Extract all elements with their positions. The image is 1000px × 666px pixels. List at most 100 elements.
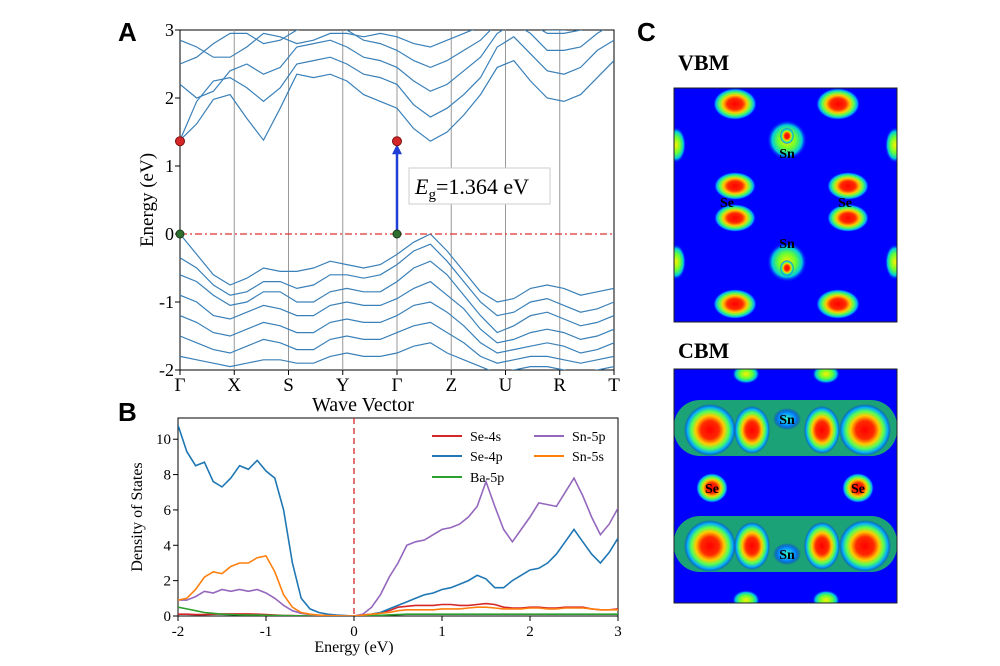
- cbm-lobe: [732, 369, 760, 384]
- cbm-lobe: [732, 590, 760, 603]
- gap-value: =1.364 eV: [436, 174, 529, 199]
- dos-curves: [178, 424, 618, 616]
- vbm-lobe: [780, 128, 794, 144]
- cbm-lobe: [839, 520, 891, 572]
- vbm-density-blobs: [674, 88, 897, 319]
- vbm-lobe: [816, 88, 860, 120]
- vbm-lobe: [714, 204, 756, 232]
- dos-curve-se-4s: [178, 602, 618, 616]
- cbm-lobe: [734, 406, 770, 454]
- energy-tick-labels: -2 -1 0 1 2 3: [159, 20, 174, 380]
- band-line-vb6: [180, 321, 614, 364]
- vbm-lobe: [827, 204, 869, 232]
- legend-label: Sn-5p: [572, 430, 605, 445]
- cbm-lobe: [734, 522, 770, 570]
- band-gap-arrowhead: [392, 144, 402, 155]
- gap-symbol: E: [414, 174, 429, 199]
- vbm-marker: [392, 229, 402, 239]
- vbm-lobe: [714, 172, 756, 200]
- energy-tick-label: -1: [159, 292, 174, 312]
- legend-label: Se-4p: [470, 450, 503, 465]
- kpoint-label: R: [553, 375, 566, 396]
- dos-chart: -2 -1 0 1 2 3 0 2 4 6 8 10 Energy (eV) Density of …: [129, 417, 622, 656]
- cbm-lobe: [812, 590, 840, 603]
- dos-axis-ticks: [173, 438, 619, 621]
- vbm-lobe: [827, 172, 869, 200]
- panel-label-a: A: [118, 17, 137, 47]
- cbm-lobe: [804, 522, 840, 570]
- band-line-cb3: [180, 30, 605, 99]
- dos-plot-frame: [177, 417, 619, 617]
- dos-x-tick-label: -1: [260, 624, 273, 640]
- band-line-vb5: [180, 301, 614, 354]
- vbm-atom-label: Se: [720, 196, 734, 211]
- band-x-axis-label: Wave Vector: [312, 394, 414, 416]
- dos-y-tick-label: 10: [156, 432, 171, 448]
- cbm-atom-label: Sn: [779, 413, 795, 428]
- vbm-lobe: [674, 127, 686, 163]
- cbm-atom-label: Sn: [779, 548, 795, 563]
- band-line-vb1: [180, 233, 614, 303]
- cbm-marker: [392, 136, 402, 147]
- dos-x-tick-label: -2: [172, 624, 185, 640]
- dos-x-tick-label: 3: [614, 624, 622, 640]
- cbm-atom-label: Se: [705, 482, 719, 497]
- dos-y-axis-label: Density of States: [129, 462, 146, 571]
- dos-curve-ba-5p: [178, 606, 618, 616]
- energy-tick-label: -2: [159, 360, 174, 380]
- band-line-cb1: [180, 59, 614, 142]
- band-line-vb4: [180, 280, 614, 344]
- vbm-atom-label: Sn: [779, 237, 795, 252]
- energy-tick-label: 0: [165, 224, 174, 244]
- band-line-cb2: [180, 36, 614, 141]
- band-line-vb3: [180, 260, 614, 334]
- kpoint-label: Y: [336, 375, 350, 396]
- vbm-lobe: [816, 289, 860, 319]
- vbm-atom-label: Se: [838, 196, 852, 211]
- kpoint-label: Z: [445, 375, 457, 396]
- cbm-lobe: [773, 543, 801, 565]
- band-gap-label: Eg=1.364 eV: [414, 174, 529, 203]
- energy-tick-label: 2: [165, 88, 174, 108]
- band-line-vb7: [180, 342, 614, 370]
- band-gap-label-box: [408, 167, 551, 205]
- dos-x-axis-label: Energy (eV): [314, 639, 393, 656]
- dos-x-tick-labels: -2 -1 0 1 2 3: [172, 624, 622, 640]
- cbm-lobe: [696, 473, 728, 503]
- dos-y-tick-label: 4: [164, 538, 172, 554]
- kpoint-label: S: [283, 375, 294, 396]
- dos-curve-sn-5s: [178, 554, 618, 616]
- dos-y-tick-label: 2: [164, 574, 172, 590]
- band-line-cb5: [180, 30, 567, 58]
- dos-legend: Se-4s Se-4p Ba-5p Sn-5p Sn-5s: [432, 430, 605, 486]
- dos-curve-sn-5p: [178, 476, 618, 616]
- dos-x-tick-label: 2: [526, 624, 534, 640]
- cbm-map-frame: [673, 368, 898, 604]
- band-lines: [180, 30, 614, 370]
- legend-label: Ba-5p: [470, 471, 504, 486]
- vbm-lobe: [885, 244, 897, 280]
- vbm-atom-label: Sn: [779, 147, 795, 162]
- cbm-density-blobs: [674, 369, 897, 603]
- kpoint-label: U: [499, 375, 513, 396]
- band-line-vb2: [180, 243, 614, 317]
- dos-x-tick-label: 1: [438, 624, 446, 640]
- legend-label: Se-4s: [470, 430, 501, 445]
- dos-y-tick-label: 0: [164, 609, 172, 625]
- cbm-lobe: [842, 473, 874, 503]
- band-y-axis-label: Energy (eV): [137, 153, 158, 247]
- cbm-marker-edge: [175, 136, 185, 147]
- vbm-lobe: [780, 260, 794, 276]
- kpoint-label: Γ: [175, 375, 186, 396]
- kpoint-label: Γ: [392, 375, 403, 396]
- cbm-lobe: [839, 404, 891, 456]
- vbm-lobe: [885, 127, 897, 163]
- vbm-lobe: [713, 289, 757, 319]
- legend-label: Sn-5s: [572, 450, 604, 465]
- panel-label-b: B: [118, 397, 137, 427]
- gap-subscript: g: [428, 187, 436, 203]
- band-axis-ticks: [175, 29, 615, 375]
- kpoint-label: X: [227, 375, 241, 396]
